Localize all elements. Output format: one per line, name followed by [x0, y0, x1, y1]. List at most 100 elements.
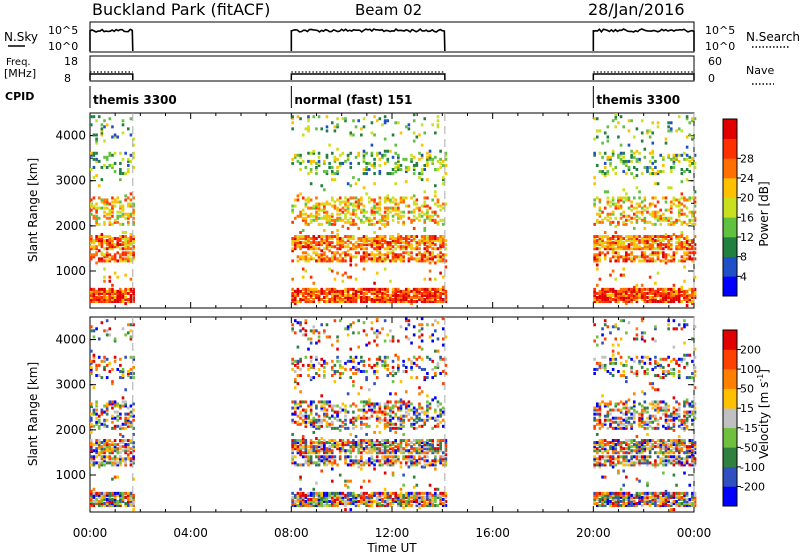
velocity-cell: [410, 422, 413, 426]
power-cell: [344, 255, 347, 259]
velocity-cell: [410, 451, 413, 455]
power-cell: [638, 202, 641, 206]
velocity-cell: [304, 355, 308, 359]
velocity-cell: [315, 372, 318, 376]
power-cell: [291, 220, 294, 224]
power-cell: [632, 298, 636, 302]
velocity-cell: [129, 372, 133, 376]
velocity-cell: [293, 410, 297, 414]
power-cell: [100, 123, 104, 127]
velocity-cell: [399, 504, 403, 508]
power-cell: [354, 247, 358, 251]
velocity-cell: [386, 402, 390, 406]
velocity-cell: [307, 367, 310, 371]
power-cell: [691, 241, 694, 245]
power-cell: [415, 243, 419, 247]
power-cell: [113, 298, 117, 302]
velocity-cell: [296, 491, 300, 495]
velocity-cell: [132, 477, 135, 481]
power-cell: [667, 129, 670, 133]
power-cell: [291, 287, 294, 291]
velocity-cell: [323, 402, 326, 406]
velocity-cell: [293, 400, 297, 404]
power-cell: [293, 198, 297, 202]
power-cell: [108, 239, 112, 243]
power-cell: [632, 206, 636, 210]
power-cell: [320, 291, 324, 295]
velocity-cell: [407, 443, 411, 447]
velocity-cell: [90, 422, 93, 426]
power-cell: [301, 257, 305, 261]
power-cell: [132, 208, 135, 212]
power-cell: [656, 300, 660, 304]
power-cell: [344, 204, 347, 208]
power-cell: [291, 241, 294, 245]
power-cell: [693, 251, 697, 255]
velocity-cell: [375, 343, 379, 347]
power-cell: [595, 300, 599, 304]
velocity-cell: [304, 422, 308, 426]
power-cell: [121, 291, 125, 295]
power-cell: [304, 287, 308, 291]
power-cell: [609, 273, 612, 277]
velocity-cell: [410, 359, 413, 363]
power-cell: [664, 216, 668, 220]
velocity-cell: [415, 493, 419, 497]
velocity-cell: [338, 439, 342, 443]
velocity-cell: [293, 420, 297, 424]
power-cell: [617, 239, 620, 243]
power-cell: [627, 198, 631, 202]
power-cell: [132, 298, 135, 302]
power-cell: [648, 247, 652, 251]
power-colorbar-tick-label: 24: [740, 172, 754, 185]
power-cell: [426, 151, 429, 155]
power-cell: [632, 295, 636, 299]
power-cell: [407, 210, 411, 214]
velocity-cell: [381, 439, 384, 443]
power-cell: [317, 257, 321, 261]
power-cell: [428, 287, 432, 291]
power-cell: [360, 247, 363, 251]
power-cell: [293, 237, 297, 241]
power-cell: [434, 255, 437, 259]
power-cell: [373, 216, 376, 220]
velocity-cell: [312, 487, 316, 491]
velocity-cell: [299, 374, 302, 378]
power-cell: [680, 300, 684, 304]
velocity-cell: [423, 499, 427, 503]
velocity-cell: [116, 410, 120, 414]
power-cell: [397, 239, 400, 243]
velocity-cell: [412, 463, 416, 467]
power-cell: [434, 190, 437, 194]
power-cell: [301, 295, 305, 299]
velocity-cell: [299, 404, 302, 408]
velocity-cell: [373, 331, 376, 335]
power-cell: [323, 257, 326, 261]
power-cell: [691, 302, 694, 306]
power-cell: [360, 243, 363, 247]
power-cell: [338, 293, 342, 297]
power-cell: [309, 293, 313, 297]
velocity-cell: [103, 491, 106, 495]
velocity-cell: [129, 376, 133, 380]
power-cell: [418, 151, 421, 155]
velocity-cell: [365, 424, 368, 428]
power-cell: [296, 289, 300, 293]
power-cell: [622, 300, 626, 304]
velocity-cell: [383, 461, 387, 465]
power-cell: [402, 198, 405, 202]
power-cell: [132, 289, 135, 293]
velocity-cell: [323, 457, 326, 461]
power-cell: [625, 257, 628, 261]
power-cell: [683, 151, 686, 155]
power-cell: [606, 287, 610, 291]
power-cell: [312, 257, 316, 261]
power-cell: [638, 157, 641, 161]
power-cell: [614, 300, 618, 304]
power-cell: [664, 196, 668, 200]
power-cell: [126, 300, 130, 304]
velocity-cell: [119, 502, 122, 506]
power-cell: [370, 208, 374, 212]
velocity-cell: [291, 441, 294, 445]
power-cell: [312, 151, 316, 155]
